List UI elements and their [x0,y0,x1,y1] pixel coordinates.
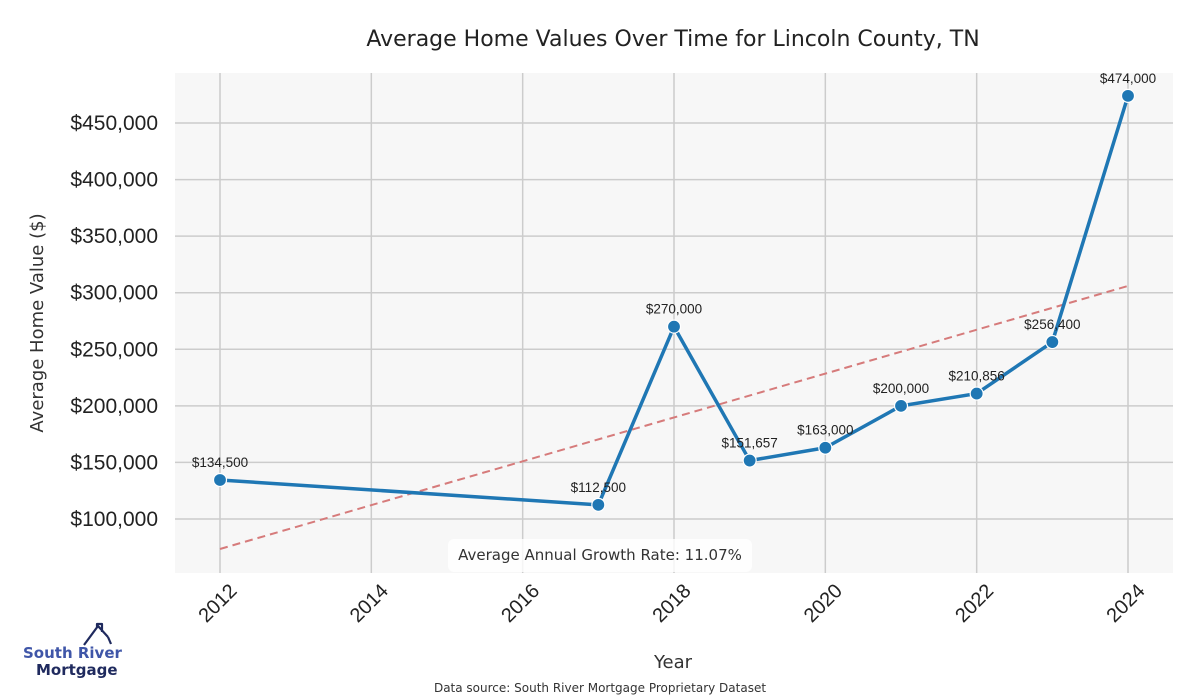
data-label: $200,000 [873,381,929,396]
x-tick-label: 2024 [1103,580,1150,627]
data-points [212,88,1136,512]
data-label: $210,856 [949,369,1005,384]
data-point [818,440,833,455]
y-tick-label: $250,000 [70,338,158,361]
x-axis-label: Year [653,652,693,673]
annotation-box [448,539,752,572]
company-logo: South River Mortgage [23,622,123,679]
chart-title: Average Home Values Over Time for Lincol… [366,27,979,52]
data-source: Data source: South River Mortgage Propri… [434,681,766,695]
y-axis-label: Average Home Value ($) [27,213,48,432]
logo-line2: Mortgage [36,661,118,679]
data-label: $163,000 [797,423,853,438]
data-label: $112,500 [571,480,626,495]
y-tick-label: $350,000 [70,225,158,248]
data-label: $474,000 [1100,71,1156,86]
x-tick-label: 2016 [497,580,544,627]
x-tick-label: 2014 [346,580,393,627]
x-axis-ticks: 2012 2014 2016 2018 2020 2022 2024 [195,580,1150,627]
x-tick-label: 2020 [800,580,847,627]
grid [175,73,1173,573]
y-tick-label: $450,000 [70,112,158,135]
x-tick-label: 2022 [951,580,998,627]
data-point [742,453,757,468]
y-tick-label: $150,000 [70,451,158,474]
data-point [666,319,682,334]
y-axis-ticks: $100,000 $150,000 $200,000 $250,000 $300,000… [70,112,158,531]
y-tick-label: $400,000 [70,169,158,192]
logo-line1: South River [23,644,123,662]
data-labels: $134,500 $112,500 $270,000 $151,657 $163,000… [192,71,1156,495]
data-label: $151,657 [722,436,778,451]
data-point [1120,88,1136,103]
growth-annotation: Average Annual Growth Rate: 11.07% [448,539,752,572]
data-point [969,386,984,401]
data-point [1045,334,1060,350]
y-tick-label: $300,000 [70,282,158,305]
data-point [591,497,606,512]
x-tick-label: 2012 [195,580,242,627]
trend-line [219,284,1129,550]
data-label: $270,000 [646,302,702,317]
annotation-text: Average Annual Growth Rate: 11.07% [458,546,742,564]
data-label: $134,500 [192,455,248,470]
data-point [212,472,228,488]
x-tick-label: 2018 [649,580,696,627]
data-label: $256,400 [1024,317,1080,332]
y-tick-label: $100,000 [70,508,158,531]
data-point [893,398,909,413]
house-roof-icon [83,622,113,646]
y-tick-label: $200,000 [70,395,158,418]
